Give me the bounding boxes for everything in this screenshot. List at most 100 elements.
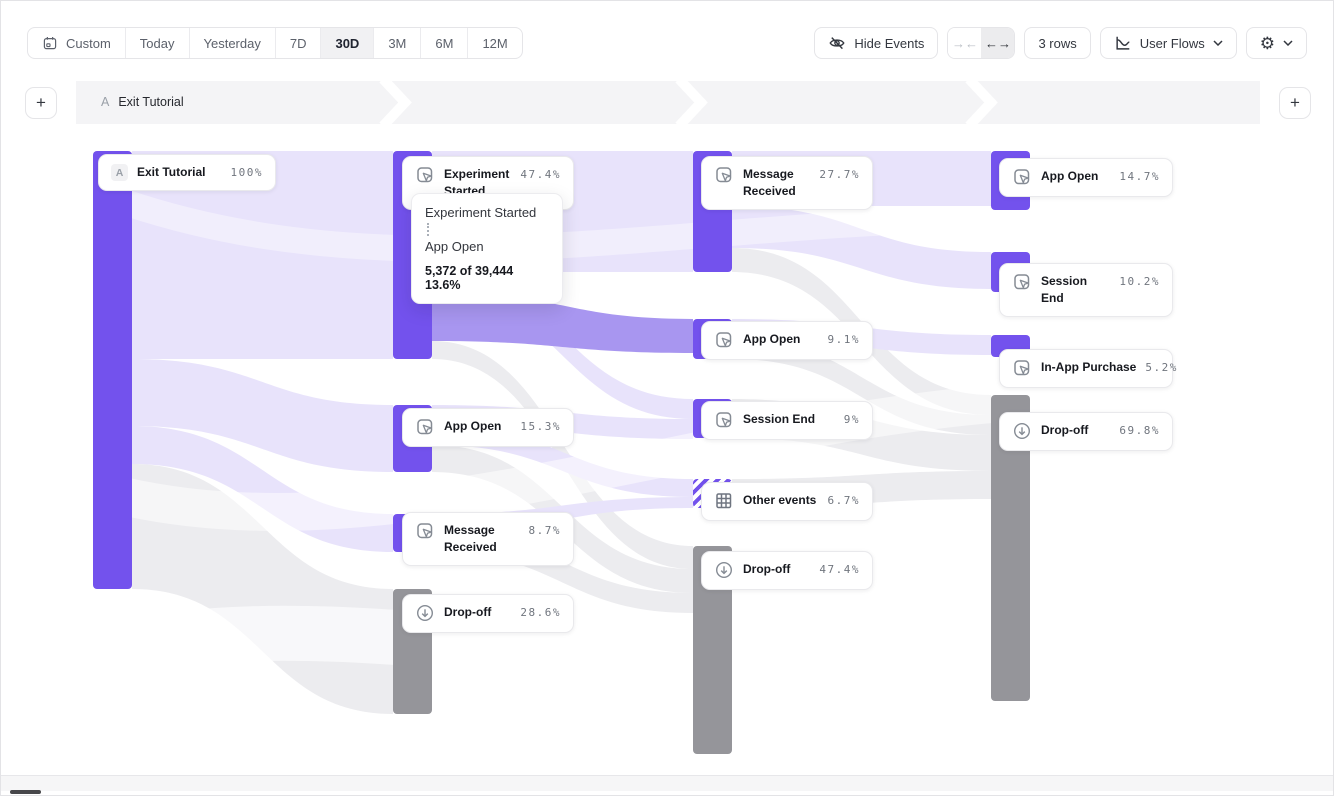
background-sweep [34, 380, 1333, 531]
range-12m[interactable]: 12M [482, 35, 508, 51]
node-card-app-open-4[interactable]: App Open 14.7% [999, 158, 1173, 197]
user-flows-chart-icon [1116, 36, 1130, 50]
node-card-message-received-3[interactable]: Message Received 27.7% [701, 156, 873, 210]
range-6m[interactable]: 6M [421, 28, 469, 58]
dotted-connector [427, 223, 429, 236]
node-percent: 100% [230, 166, 263, 179]
flow-ribbon[interactable] [132, 359, 393, 472]
node-card-dropoff-2[interactable]: Drop-off 28.6% [402, 594, 574, 633]
event-icon [417, 167, 433, 183]
node-label: Other events [743, 493, 817, 507]
node-label: Drop-off [743, 562, 791, 576]
step-chevron-separator [675, 81, 708, 124]
event-letter-badge: A [111, 164, 128, 181]
calendar-icon [43, 36, 57, 49]
eye-slash-icon [829, 36, 845, 49]
add-step-left-button[interactable]: + [25, 87, 57, 119]
tooltip-from-event: Experiment Started [425, 205, 537, 220]
node-percent: 5.2% [1145, 361, 1178, 374]
chevron-down-icon [1213, 40, 1223, 46]
flow-ribbon[interactable] [132, 151, 393, 359]
flow-ribbon[interactable] [732, 206, 991, 289]
dropoff-arrow-icon [1013, 422, 1031, 440]
start-event-header[interactable]: A Exit Tutorial [101, 95, 184, 109]
event-icon [716, 332, 732, 348]
rows-button[interactable]: 3 rows [1024, 27, 1091, 59]
node-label: App Open [444, 419, 502, 433]
collapse-columns-button[interactable]: →← [948, 28, 982, 58]
range-custom[interactable]: Custom [28, 28, 126, 58]
event-letter-badge: A [101, 95, 110, 109]
range-today[interactable]: Today [126, 28, 190, 58]
node-card-session-end-4[interactable]: Session End 10.2% [999, 263, 1173, 317]
node-label: Session End [743, 412, 816, 426]
node-label: App Open [1041, 169, 1099, 183]
step-chevron-separator [379, 81, 412, 124]
gear-icon: ⚙ [1259, 33, 1275, 53]
step-chevron-separator [965, 81, 998, 124]
node-label: Session End [1041, 274, 1088, 305]
node-percent: 47.4% [819, 563, 860, 576]
range-30d[interactable]: 30D [321, 28, 375, 58]
node-percent: 14.7% [1119, 170, 1160, 183]
node-card-message-received-2[interactable]: Message Received 8.7% [402, 512, 574, 566]
node-percent: 69.8% [1119, 424, 1160, 437]
toolbar: Custom Today Yesterday 7D 30D 3M 6M 12M … [1, 1, 1333, 65]
node-percent: 8.7% [528, 524, 561, 537]
node-card-exit-tutorial[interactable]: A Exit Tutorial 100% [98, 154, 276, 191]
settings-button[interactable]: ⚙ [1245, 27, 1307, 59]
node-card-dropoff-3[interactable]: Drop-off 47.4% [701, 551, 873, 590]
event-icon [716, 412, 732, 428]
add-step-right-button[interactable]: + [1279, 87, 1311, 119]
node-card-other-events-3[interactable]: Other events 6.7% [701, 482, 873, 521]
expand-columns-button[interactable]: ←→ [981, 28, 1015, 58]
node-label: Exit Tutorial [137, 165, 206, 179]
node-percent: 10.2% [1119, 275, 1160, 288]
node-card-session-end-3[interactable]: Session End 9% [701, 401, 873, 440]
event-icon [1014, 169, 1030, 185]
collapse-expand-toggle: →← ←→ [947, 27, 1016, 59]
event-icon [417, 419, 433, 435]
node-label: Message Received [444, 523, 497, 554]
footer-strip [1, 775, 1333, 791]
node-bar-exit-tutorial[interactable] [93, 151, 132, 589]
tooltip-stat: 5,372 of 39,444 13.6% [425, 264, 514, 292]
other-events-grid-icon [716, 493, 732, 509]
range-label: Custom [66, 35, 111, 51]
horizontal-scrollbar-thumb[interactable] [10, 790, 41, 794]
node-label: In-App Purchase [1041, 360, 1137, 374]
highlighted-flow-ribbon[interactable] [432, 292, 693, 353]
event-icon [1014, 360, 1030, 376]
node-percent: 9% [843, 413, 860, 426]
node-card-app-open-3[interactable]: App Open 9.1% [701, 321, 873, 360]
toolbar-right: Hide Events →← ←→ 3 rows User Flows [814, 27, 1307, 59]
chevron-down-icon [1283, 40, 1293, 46]
range-7d[interactable]: 7D [276, 28, 322, 58]
node-percent: 9.1% [827, 333, 860, 346]
expand-icon: ←→ [984, 35, 1011, 51]
node-card-dropoff-4[interactable]: Drop-off 69.8% [999, 412, 1173, 451]
step-header-band [76, 81, 1260, 124]
node-label: Drop-off [444, 605, 492, 619]
node-label: App Open [743, 332, 801, 346]
chart-type-button[interactable]: User Flows [1099, 27, 1237, 59]
node-card-app-open-2[interactable]: App Open 15.3% [402, 408, 574, 447]
node-percent: 6.7% [827, 494, 860, 507]
node-label: Drop-off [1041, 423, 1089, 437]
dropoff-arrow-icon [416, 604, 434, 622]
tooltip-to-event: App Open [425, 239, 484, 254]
flow-tooltip: Experiment Started App Open 5,372 of 39,… [411, 193, 563, 304]
date-range-group: Custom Today Yesterday 7D 30D 3M 6M 12M [27, 27, 523, 59]
event-icon [716, 167, 732, 183]
event-icon [1014, 274, 1030, 290]
node-card-in-app-purchase-4[interactable]: In-App Purchase 5.2% [999, 349, 1176, 388]
background-sweep [53, 535, 1333, 691]
range-3m[interactable]: 3M [374, 28, 422, 58]
range-yesterday[interactable]: Yesterday [190, 28, 276, 58]
node-label: Message Received [743, 167, 796, 198]
event-icon [417, 523, 433, 539]
hide-events-button[interactable]: Hide Events [814, 27, 939, 59]
node-percent: 15.3% [520, 420, 561, 433]
